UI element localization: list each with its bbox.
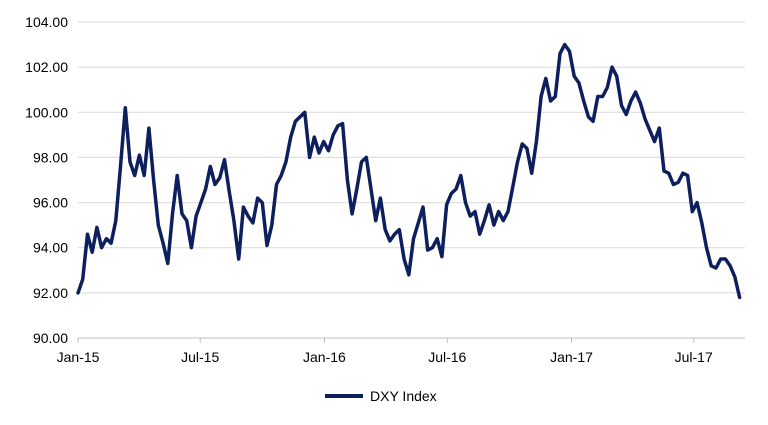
series-layer — [76, 42, 742, 300]
series-line — [76, 42, 742, 300]
y-tick-label: 90.00 — [33, 330, 68, 346]
x-tick-label: Jul-17 — [675, 349, 713, 365]
x-tick-label: Jul-15 — [181, 349, 219, 365]
y-tick-label: 100.00 — [25, 104, 68, 120]
legend-label: DXY Index — [370, 388, 437, 404]
x-tick-label: Jan-15 — [57, 349, 100, 365]
x-tick-label: Jan-17 — [550, 349, 593, 365]
x-tick-label: Jan-16 — [303, 349, 346, 365]
y-tick-label: 102.00 — [25, 59, 68, 75]
y-axis-ticks: 90.00 92.00 94.00 96.00 98.00 100.00 102.00 104… — [25, 14, 68, 346]
y-tick-label: 92.00 — [33, 285, 68, 301]
x-axis-ticks: Jan-15 Jul-15 Jan-16 Jul-16 Jan-17 Jul-17 — [57, 338, 713, 365]
y-tick-label: 96.00 — [33, 195, 68, 211]
legend: DXY Index — [325, 388, 437, 404]
y-tick-label: 94.00 — [33, 240, 68, 256]
y-tick-label: 98.00 — [33, 149, 68, 165]
grid-lines — [78, 21, 745, 294]
y-tick-label: 104.00 — [25, 14, 68, 30]
x-tick-label: Jul-16 — [428, 349, 466, 365]
